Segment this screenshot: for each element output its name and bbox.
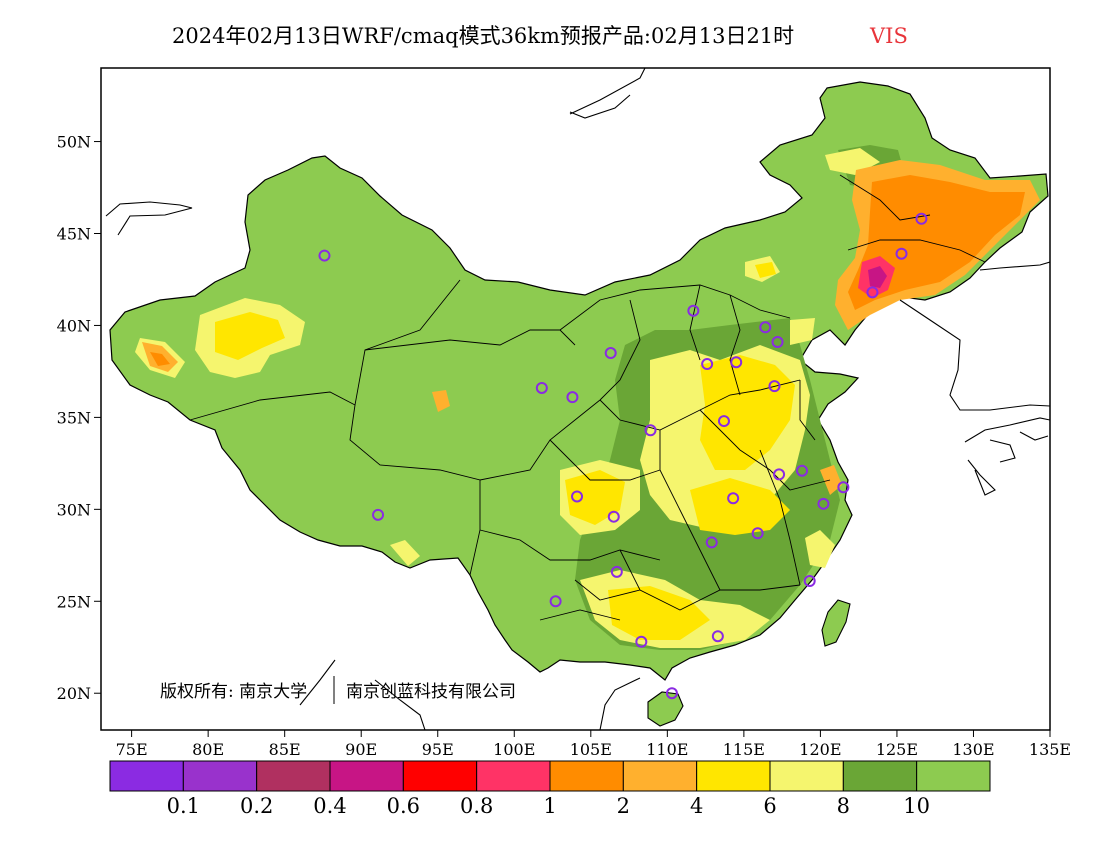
lon-tick-label: 125E: [876, 740, 918, 759]
variable-label: VIS: [869, 24, 908, 48]
colorbar-swatch: [549, 760, 624, 792]
lon-tick-label: 75E: [116, 740, 148, 759]
colorbar-swatch: [109, 760, 184, 792]
colorbar-label: 0.6: [387, 794, 420, 818]
lon-tick-label: 80E: [192, 740, 224, 759]
lon-tick-label: 110E: [646, 740, 688, 759]
copyright-owner: 版权所有: 南京大学: [160, 682, 307, 702]
colorbar-label: 0.1: [167, 794, 200, 818]
station-marker: [817, 497, 830, 510]
station-marker: [604, 347, 617, 360]
colorbar-label: 10: [903, 794, 930, 818]
station-marker: [566, 391, 579, 404]
station-marker: [768, 380, 781, 393]
longitude-axis: 75E 80E 85E 90E 95E 100E 105E 110E 115E 120E 125E 1…: [116, 730, 1071, 759]
taiwan-island: [821, 599, 851, 647]
map-title: 2024年02月13日WRF/cmaq模式36km预报产品:02月13日21时: [172, 24, 794, 48]
colorbar-swatch: [696, 760, 771, 792]
station-marker: [773, 468, 786, 481]
colorbar-swatch: [842, 760, 918, 792]
latitude-axis: 20N 25N 30N 35N 40N 45N 50N: [57, 133, 101, 703]
lon-tick-label: 135E: [1029, 740, 1071, 759]
colorbar-label: 0.4: [313, 794, 346, 818]
colorbar-label: 1: [543, 794, 556, 818]
station-marker: [607, 510, 620, 523]
lat-tick-label: 40N: [57, 316, 91, 335]
lon-tick-label: 100E: [493, 740, 535, 759]
lon-tick-label: 105E: [570, 740, 612, 759]
station-marker: [803, 575, 816, 588]
lat-tick-label: 35N: [57, 408, 91, 427]
station-marker: [635, 635, 648, 648]
station-marker: [549, 595, 562, 608]
lon-tick-label: 85E: [269, 740, 301, 759]
colorbar-swatch: [916, 760, 991, 792]
lon-tick-label: 90E: [345, 740, 377, 759]
lat-tick-label: 25N: [57, 592, 91, 611]
lon-tick-label: 115E: [723, 740, 765, 759]
station-marker: [644, 424, 657, 437]
colorbar-swatch: [476, 760, 551, 792]
lat-tick-label: 30N: [57, 500, 91, 519]
neighbor-coastlines: [105, 68, 1050, 730]
station-marker: [535, 381, 548, 394]
colorbar-swatch: [622, 760, 698, 792]
map-panel: [101, 68, 1050, 730]
colorbar-label: 8: [837, 794, 850, 818]
station-marker: [717, 415, 730, 428]
station-marker: [705, 536, 718, 549]
station-marker: [318, 249, 331, 262]
station-marker: [571, 490, 584, 503]
colorbar-swatch: [182, 760, 258, 792]
colorbar-label: 6: [763, 794, 776, 818]
colorbar-label: 4: [690, 794, 703, 818]
station-marker: [837, 481, 850, 494]
lon-tick-label: 120E: [799, 740, 841, 759]
station-marker: [866, 286, 879, 299]
lon-tick-label: 95E: [422, 740, 454, 759]
station-marker: [665, 687, 678, 700]
colorbar-swatch: [769, 760, 844, 792]
station-marker: [751, 527, 764, 540]
colorbar-swatch: [256, 760, 331, 792]
station-marker: [759, 321, 772, 334]
province-boundaries: [189, 174, 986, 621]
lon-tick-label: 130E: [952, 740, 994, 759]
hainan-island: [647, 691, 684, 727]
lat-tick-label: 50N: [57, 133, 91, 152]
station-marker: [727, 492, 740, 505]
station-marker: [701, 358, 714, 371]
colorbar: 0.1 0.2 0.4 0.6 0.8 1 2 4 6 8 10: [109, 760, 991, 818]
copyright-company: 南京创蓝科技有限公司: [346, 682, 516, 702]
colorbar-label: 0.8: [460, 794, 493, 818]
station-marker: [796, 464, 809, 477]
station-markers: [318, 212, 928, 700]
colorbar-swatch: [402, 760, 478, 792]
station-marker: [895, 247, 908, 260]
colorbar-label: 2: [617, 794, 630, 818]
colorbar-swatch: [329, 760, 404, 792]
lat-tick-label: 20N: [57, 684, 91, 703]
station-marker: [610, 565, 623, 578]
station-marker: [730, 356, 743, 369]
station-marker: [372, 508, 385, 521]
vis-0.4-0.6-zone: [868, 266, 887, 288]
station-marker: [711, 630, 724, 643]
station-marker: [771, 335, 784, 348]
lat-tick-label: 45N: [57, 225, 91, 244]
station-marker: [915, 212, 928, 225]
station-marker: [687, 304, 700, 317]
vis-4-6-zones: [215, 262, 795, 640]
colorbar-label: 0.2: [240, 794, 273, 818]
map-frame: [100, 67, 1051, 731]
